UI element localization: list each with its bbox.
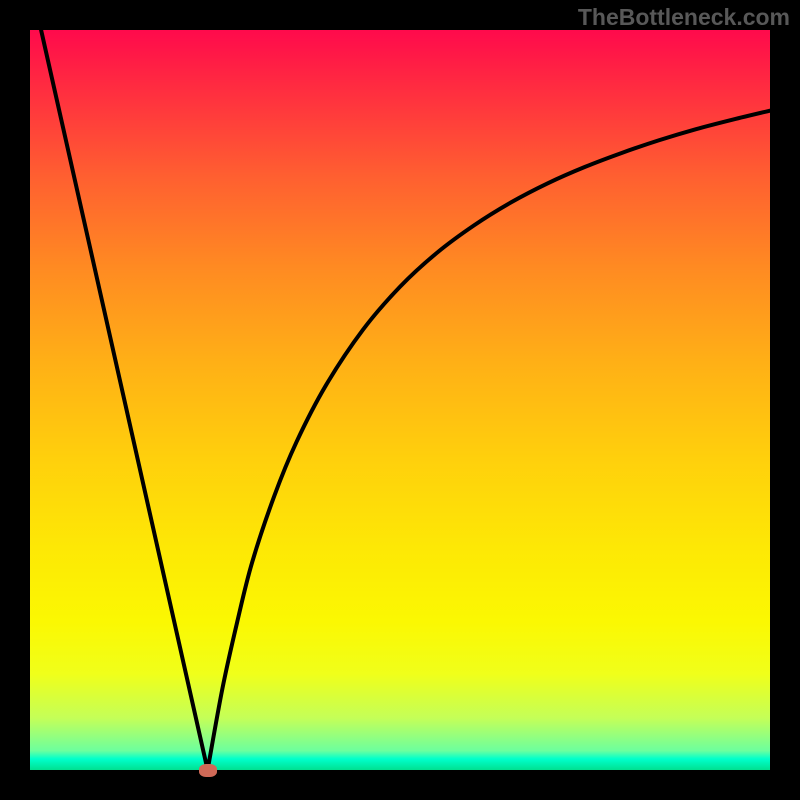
chart-svg	[30, 30, 770, 770]
source-watermark: TheBottleneck.com	[578, 4, 790, 31]
plot-area	[30, 30, 770, 770]
chart-container: TheBottleneck.com	[0, 0, 800, 800]
optimal-point-marker	[199, 764, 217, 777]
